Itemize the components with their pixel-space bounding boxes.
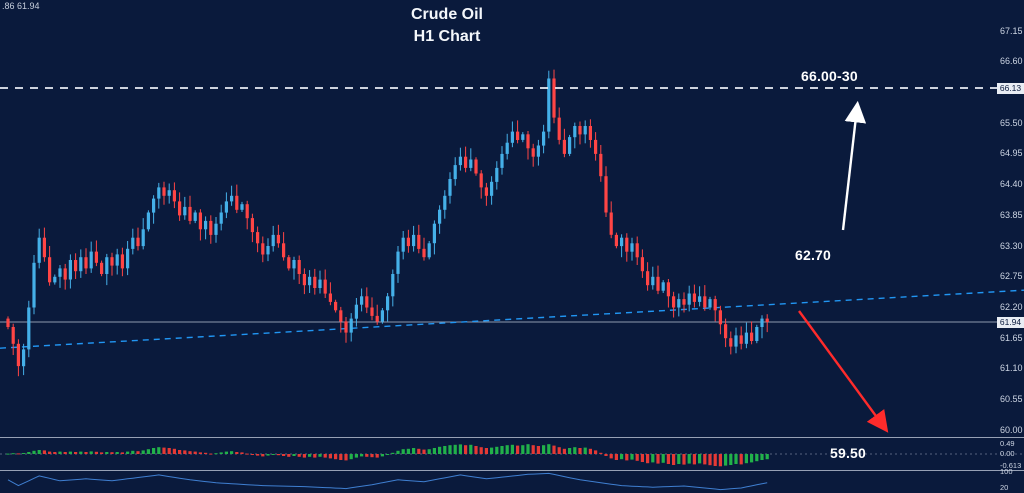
resistance-zone-label[interactable]: 66.00-30 <box>801 68 858 84</box>
candles <box>6 69 769 377</box>
price-axis-label: 64.40 <box>1000 179 1023 190</box>
price-axis-label: 65.50 <box>1000 117 1023 128</box>
up-target-arrow[interactable] <box>841 100 867 231</box>
price-axis-label: 61.10 <box>1000 363 1023 374</box>
pullback-level-label[interactable]: 62.70 <box>795 247 832 263</box>
price-axis-label: 66.60 <box>1000 56 1023 67</box>
resistance-price-tag: 66.13 <box>997 82 1024 94</box>
price-axis-label: 61.65 <box>1000 332 1023 343</box>
bid-ask-quote: .86 61.94 <box>2 1 40 11</box>
indicator-axis-label: 0.49 <box>1000 439 1015 449</box>
down-target-arrow[interactable] <box>798 310 889 433</box>
trendline[interactable] <box>0 289 1024 349</box>
price-axis-label: 62.75 <box>1000 271 1023 282</box>
price-axis-label: 62.20 <box>1000 302 1023 312</box>
momentum-histogram <box>6 444 769 467</box>
chart-title-line2: H1 Chart <box>413 28 481 45</box>
current-price-tag: 61.94 <box>997 316 1024 328</box>
price-axis-label: 67.15 <box>1000 25 1023 36</box>
indicator-axis-label: 0.00 <box>1000 449 1015 458</box>
indicator-axis-label: 20 <box>1000 482 1009 492</box>
support-target-label[interactable]: 59.50 <box>830 445 867 461</box>
price-axis-label: 60.00 <box>1000 424 1023 435</box>
indicator-axis-label: -0.613 <box>1000 461 1022 471</box>
chart-title: Crude Oil H1 Chart <box>332 4 562 48</box>
chart-title-line1: Crude Oil <box>410 6 483 23</box>
price-axis-label: 63.85 <box>1000 209 1023 220</box>
price-axis-label: 64.95 <box>1000 148 1023 159</box>
lower-oscillator-line <box>7 472 768 491</box>
indicator-axis-label: 100 <box>1000 467 1013 476</box>
price-axis-label: 63.30 <box>1000 240 1023 251</box>
price-axis-label: 60.55 <box>1000 394 1023 405</box>
